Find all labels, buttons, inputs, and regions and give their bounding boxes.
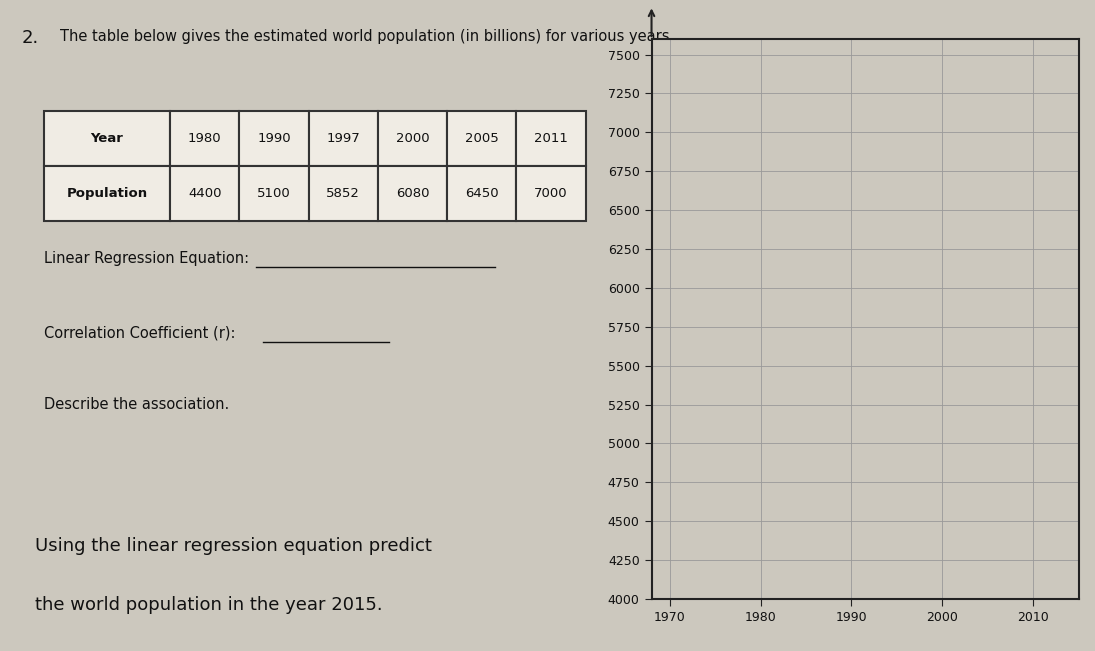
Text: 1990: 1990 — [257, 132, 290, 145]
Text: 7000: 7000 — [534, 187, 567, 200]
Text: 6450: 6450 — [465, 187, 498, 200]
Bar — [517, 166, 586, 221]
Text: 1997: 1997 — [326, 132, 360, 145]
Text: Linear Regression Equation:: Linear Regression Equation: — [44, 251, 254, 266]
Text: Correlation Coefficient (r):: Correlation Coefficient (r): — [44, 326, 240, 340]
Bar — [447, 166, 517, 221]
Bar — [309, 111, 378, 166]
Bar — [170, 111, 239, 166]
Text: 1980: 1980 — [188, 132, 221, 145]
Text: The table below gives the estimated world population (in billions) for various y: The table below gives the estimated worl… — [60, 29, 675, 44]
Text: 6080: 6080 — [395, 187, 429, 200]
Bar — [44, 166, 170, 221]
Text: 5100: 5100 — [257, 187, 291, 200]
Text: the world population in the year 2015.: the world population in the year 2015. — [35, 596, 382, 614]
Bar — [378, 111, 447, 166]
Text: 2.: 2. — [22, 29, 39, 48]
Bar — [170, 166, 239, 221]
Text: Describe the association.: Describe the association. — [44, 397, 229, 412]
Text: 5852: 5852 — [326, 187, 360, 200]
Bar — [378, 166, 447, 221]
Bar — [447, 111, 517, 166]
Bar — [239, 111, 309, 166]
Text: Year: Year — [91, 132, 124, 145]
Text: Using the linear regression equation predict: Using the linear regression equation pre… — [35, 537, 431, 555]
Text: 2011: 2011 — [534, 132, 568, 145]
Bar — [239, 166, 309, 221]
Text: 4400: 4400 — [188, 187, 221, 200]
Bar — [309, 166, 378, 221]
Bar — [44, 111, 170, 166]
Bar — [517, 111, 586, 166]
Text: Population: Population — [67, 187, 148, 200]
Text: 2005: 2005 — [464, 132, 498, 145]
Text: 2000: 2000 — [395, 132, 429, 145]
